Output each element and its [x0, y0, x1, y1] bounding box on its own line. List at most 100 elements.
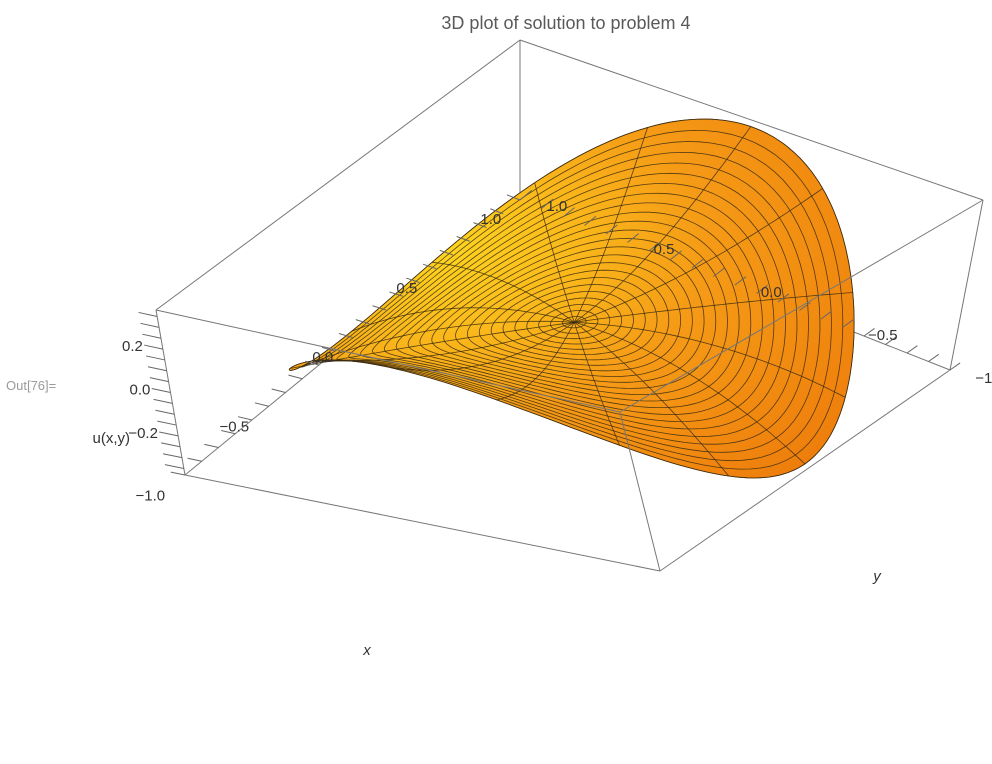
x-tick-label: 0.0 — [312, 349, 333, 366]
box-edge — [155, 39, 521, 311]
mesh-spoke — [574, 188, 823, 323]
x-tick — [456, 236, 470, 242]
chart-title: 3D plot of solution to problem 4 — [441, 13, 690, 33]
mesh-spoke — [574, 321, 806, 465]
mesh-spoke — [302, 320, 575, 367]
mesh-spoke — [389, 321, 575, 371]
y-tick — [691, 259, 704, 269]
y-tick — [756, 284, 768, 294]
z-tick — [159, 431, 179, 437]
x-tick — [355, 319, 370, 325]
y-tick — [734, 276, 747, 286]
bounding-box-front — [155, 199, 984, 572]
x-tick-label: 0.5 — [396, 280, 417, 297]
x-tick — [422, 263, 437, 270]
z-tick — [149, 377, 169, 383]
y-tick — [820, 310, 832, 320]
y-tick — [885, 336, 897, 345]
y-tick — [713, 267, 725, 277]
x-tick — [321, 346, 336, 352]
x-tick — [473, 222, 487, 228]
axis-tick-labels: −1.0 −0.5 0.0 0.5 1.0 −1.0 −0.5 0.0 0.5 1.0 0.2 0.0… — [122, 198, 992, 504]
x-tick-label: −1.0 — [136, 488, 166, 505]
x-tick — [170, 471, 186, 476]
y-tick — [863, 328, 875, 337]
y-tick-label: 0.0 — [761, 284, 782, 301]
y-tick — [928, 353, 940, 362]
x-tick — [506, 194, 521, 201]
z-tick — [155, 409, 175, 415]
z-tick-label: 0.0 — [130, 382, 151, 399]
mesh-spoke — [573, 322, 620, 446]
z-tick — [164, 464, 184, 469]
z-tick — [151, 388, 171, 393]
z-tick — [142, 333, 162, 339]
box-edge — [619, 199, 984, 413]
x-tick-label: −0.5 — [220, 418, 250, 435]
x-tick — [187, 457, 202, 462]
box-edge — [155, 309, 621, 413]
z-tick — [153, 398, 173, 404]
y-tick — [799, 302, 811, 311]
y-tick — [541, 198, 554, 209]
z-tick — [144, 344, 163, 350]
x-tick — [288, 374, 303, 380]
z-tick — [138, 311, 158, 318]
x-axis-label: x — [362, 642, 371, 659]
x-tick — [490, 208, 504, 215]
z-tick-label: 0.2 — [122, 338, 143, 355]
mesh-spoke — [351, 307, 575, 332]
z-tick — [161, 442, 181, 448]
y-tick — [605, 224, 618, 235]
x-tick-label: 1.0 — [480, 211, 501, 228]
x-tick — [338, 333, 353, 338]
surface — [288, 118, 855, 479]
x-tick — [389, 291, 403, 297]
box-edge — [949, 199, 984, 371]
box-edge — [519, 39, 984, 201]
mesh-spoke — [432, 261, 575, 323]
y-tick — [670, 250, 682, 260]
mesh-spoke — [574, 321, 730, 477]
box-edge — [619, 411, 661, 572]
y-tick — [627, 233, 640, 243]
box-edge — [184, 474, 661, 572]
y-tick-label: −1.0 — [975, 370, 992, 387]
y-tick-label: 1.0 — [546, 198, 567, 215]
y-tick — [562, 207, 575, 218]
axis-ticks — [138, 189, 961, 476]
z-tick — [157, 420, 177, 426]
z-tick — [147, 366, 167, 372]
z-tick — [162, 453, 183, 459]
y-tick — [519, 189, 533, 201]
mesh-spoke — [289, 321, 575, 369]
mesh-spoke — [574, 292, 853, 323]
y-tick-label: 0.5 — [654, 241, 675, 258]
y-tick — [842, 319, 854, 328]
mesh-spoke — [496, 322, 575, 401]
x-tick — [237, 416, 253, 421]
x-tick — [439, 249, 454, 256]
x-tick — [305, 360, 320, 366]
z-axis-label: u(x,y) — [93, 430, 131, 447]
mesh-spoke — [534, 182, 575, 323]
y-tick — [949, 362, 961, 371]
y-tick — [777, 293, 790, 303]
z-tick-label: −0.2 — [128, 425, 158, 442]
box-edge — [659, 369, 951, 572]
mesh-spoke — [573, 127, 648, 323]
z-tick — [145, 355, 165, 361]
output-cell-label: Out[76]= — [6, 378, 57, 393]
x-tick — [204, 443, 219, 448]
x-tick — [271, 388, 286, 393]
z-tick — [140, 322, 160, 328]
y-axis-label: y — [872, 568, 882, 585]
y-tick — [648, 241, 661, 252]
mesh-spoke — [574, 321, 846, 398]
y-tick — [584, 215, 597, 226]
mesh-spoke — [318, 321, 575, 362]
y-tick — [906, 345, 918, 354]
y-tick-label: −0.5 — [868, 327, 898, 344]
x-tick — [254, 402, 269, 407]
